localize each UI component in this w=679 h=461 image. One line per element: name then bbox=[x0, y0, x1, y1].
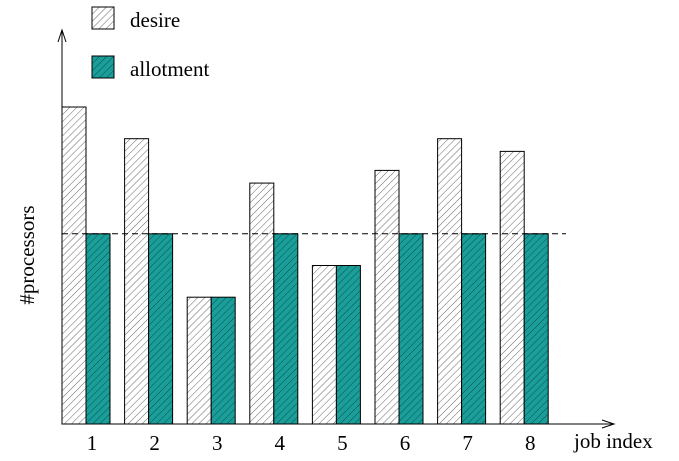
x-axis-arrow bbox=[601, 419, 616, 429]
legend-swatch-desire bbox=[91, 6, 115, 30]
x-axis-label: job index bbox=[573, 429, 653, 453]
x-tick-label: 6 bbox=[400, 431, 411, 455]
x-tick-label: 2 bbox=[149, 431, 160, 455]
x-tick-label: 4 bbox=[275, 431, 286, 455]
x-tick-label: 1 bbox=[87, 431, 98, 455]
bar-desire-3 bbox=[186, 296, 212, 425]
bar-allotment-5 bbox=[335, 265, 361, 425]
x-tick-label: 8 bbox=[525, 431, 536, 455]
x-tick-label: 3 bbox=[212, 431, 223, 455]
legend-swatch-allotment bbox=[91, 55, 115, 79]
bar-desire-1 bbox=[61, 106, 87, 425]
bar-allotment-6 bbox=[398, 233, 424, 425]
bar-desire-6 bbox=[374, 169, 400, 425]
bar-desire-8 bbox=[499, 150, 525, 425]
x-tick-label: 7 bbox=[462, 431, 473, 455]
y-axis-label: #processors bbox=[15, 205, 39, 304]
bar-desire-5 bbox=[311, 265, 337, 425]
bars-layer bbox=[61, 106, 549, 425]
bar-desire-7 bbox=[437, 138, 463, 425]
legend-label-desire: desire bbox=[130, 8, 180, 32]
y-axis-arrow bbox=[57, 28, 67, 43]
x-tick-labels: 1 2 3 4 5 6 7 8 bbox=[87, 431, 536, 455]
bar-allotment-3 bbox=[210, 296, 236, 425]
bar-allotment-1 bbox=[85, 233, 111, 425]
bar-allotment-7 bbox=[461, 233, 487, 425]
bar-allotment-4 bbox=[273, 233, 299, 425]
x-tick-label: 5 bbox=[337, 431, 348, 455]
legend: desire allotment bbox=[91, 6, 209, 81]
bar-desire-2 bbox=[124, 138, 150, 425]
bar-allotment-8 bbox=[523, 233, 549, 425]
bar-desire-4 bbox=[249, 182, 275, 425]
legend-label-allotment: allotment bbox=[130, 57, 209, 81]
bar-allotment-2 bbox=[148, 233, 174, 425]
